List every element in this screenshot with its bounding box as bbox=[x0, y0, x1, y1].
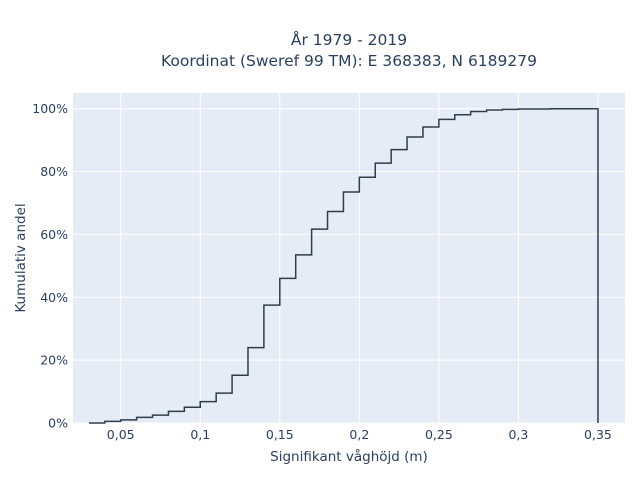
y-tick-label: 60% bbox=[40, 227, 68, 242]
y-axis-ticks: 0% 20% 40% 60% 80% 100% bbox=[32, 101, 68, 430]
y-tick-label: 80% bbox=[40, 164, 68, 179]
chart-subtitle: Koordinat (Sweref 99 TM): E 368383, N 61… bbox=[161, 52, 537, 70]
chart-title: År 1979 - 2019 bbox=[291, 30, 407, 49]
x-tick-label: 0,35 bbox=[584, 427, 612, 442]
x-tick-label: 0,25 bbox=[425, 427, 453, 442]
cdf-step-line bbox=[88, 107, 599, 424]
y-tick-label: 100% bbox=[32, 101, 68, 116]
x-axis-ticks: 0,05 0,1 0,15 0,2 0,25 0,3 0,35 bbox=[107, 427, 612, 442]
series-layer bbox=[88, 107, 599, 424]
x-tick-label: 0,15 bbox=[266, 427, 294, 442]
plot-area bbox=[73, 93, 625, 423]
x-axis-title: Signifikant våghöjd (m) bbox=[270, 448, 428, 465]
y-tick-label: 40% bbox=[40, 290, 68, 305]
x-tick-label: 0,1 bbox=[190, 427, 210, 442]
y-axis-title: Kumulativ andel bbox=[13, 203, 29, 312]
x-tick-label: 0,2 bbox=[349, 427, 369, 442]
y-tick-label: 20% bbox=[40, 353, 68, 368]
y-tick-label: 0% bbox=[48, 416, 68, 431]
x-tick-label: 0,3 bbox=[508, 427, 528, 442]
x-tick-label: 0,05 bbox=[107, 427, 135, 442]
